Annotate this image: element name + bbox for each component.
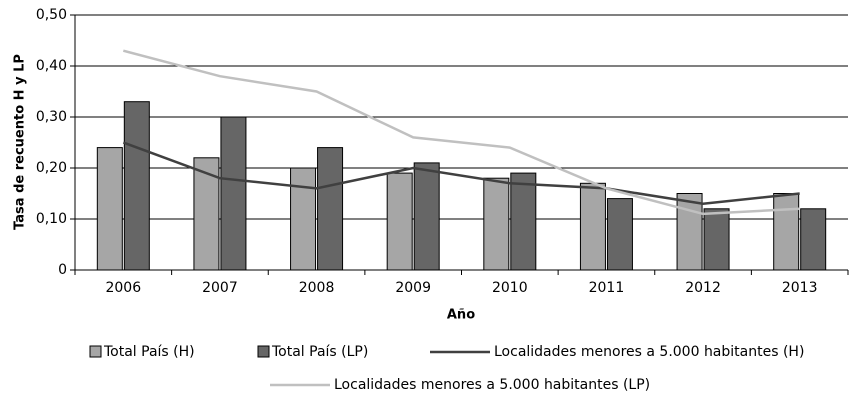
bar: [386, 172, 413, 271]
bar: [703, 208, 730, 271]
x-tick-label: 2010: [492, 280, 528, 296]
y-axis-label: Tasa de recuento H y LP: [13, 54, 28, 230]
bar: [96, 147, 123, 271]
line: [122, 141, 800, 205]
x-axis-label: Año: [447, 308, 475, 323]
bar: [510, 172, 537, 271]
bar: [579, 182, 606, 271]
x-tick-label: 2012: [685, 280, 721, 296]
bar: [800, 208, 827, 271]
y-tick-label: 0,30: [36, 109, 67, 125]
bar: [606, 198, 633, 271]
legend-label: Localidades menores a 5.000 habitantes (…: [494, 344, 804, 360]
legend-label: Total País (H): [103, 344, 195, 360]
bar: [123, 101, 150, 271]
x-tick-label: 2013: [782, 280, 818, 296]
legend-label: Localidades menores a 5.000 habitantes (…: [334, 377, 650, 393]
y-tick-label: 0,50: [36, 7, 67, 23]
bar: [773, 193, 800, 271]
legend-swatch: [89, 345, 102, 358]
x-tick-label: 2008: [299, 280, 335, 296]
y-tick-label: 0: [58, 262, 67, 278]
bar: [317, 147, 344, 271]
bar: [413, 162, 440, 271]
legend-label: Total País (LP): [271, 344, 368, 360]
x-tick-label: 2011: [589, 280, 625, 296]
bar: [220, 116, 247, 271]
y-tick-label: 0,10: [36, 211, 67, 227]
legend-swatch: [257, 345, 270, 358]
line: [122, 49, 800, 216]
x-tick-label: 2006: [105, 280, 141, 296]
x-tick-label: 2009: [395, 280, 431, 296]
y-tick-label: 0,40: [36, 58, 67, 74]
x-tick-label: 2007: [202, 280, 238, 296]
bar: [676, 193, 703, 271]
bar: [290, 167, 317, 271]
bar: [193, 157, 220, 271]
bar: [483, 177, 510, 271]
y-tick-label: 0,20: [36, 160, 67, 176]
